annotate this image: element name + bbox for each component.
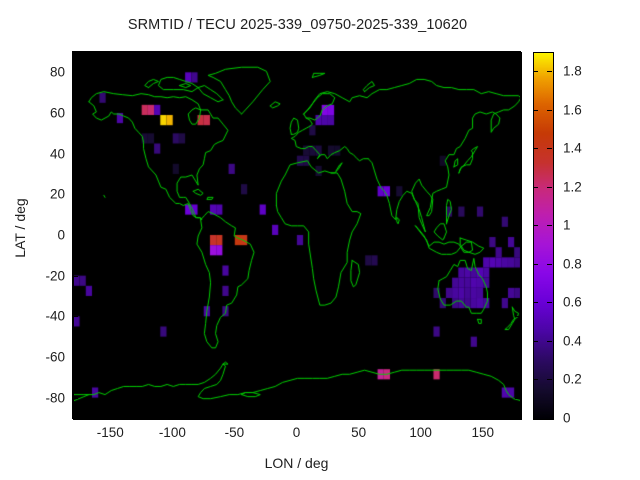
y-tick-mark bbox=[73, 153, 78, 155]
x-tick-mark bbox=[296, 52, 298, 57]
y-tick-mark bbox=[515, 275, 520, 277]
y-tick-label: -40 bbox=[45, 308, 65, 324]
y-tick-mark bbox=[73, 397, 78, 399]
x-tick-mark bbox=[234, 413, 236, 418]
x-tick-mark bbox=[482, 52, 484, 57]
colorbar-gradient bbox=[534, 53, 553, 419]
y-tick-mark bbox=[515, 316, 520, 318]
y-tick-mark bbox=[515, 72, 520, 74]
y-tick-label: 80 bbox=[49, 64, 65, 80]
colorbar-tick-label: 0.6 bbox=[563, 294, 582, 310]
x-tick-label: 50 bbox=[351, 425, 367, 440]
y-tick-mark bbox=[73, 235, 78, 236]
x-tick-mark bbox=[110, 413, 112, 418]
y-tick-mark bbox=[515, 113, 520, 114]
colorbar-tick-label: 1.6 bbox=[563, 102, 582, 118]
y-tick-label: 0 bbox=[57, 227, 65, 243]
colorbar-tick-mark bbox=[547, 148, 552, 150]
x-tick-label: 150 bbox=[471, 425, 495, 440]
colorbar-tick-label: 1.4 bbox=[563, 140, 582, 156]
x-tick-label: -150 bbox=[96, 425, 124, 440]
page-title: SRMTID / TECU 2025-339_09750-2025-339_10… bbox=[127, 17, 468, 33]
y-tick-label: -20 bbox=[45, 268, 65, 284]
y-tick-mark bbox=[515, 153, 520, 155]
colorbar-tick-mark bbox=[533, 71, 538, 73]
colorbar-tick-label: 0 bbox=[563, 410, 571, 426]
y-tick-mark bbox=[73, 72, 78, 74]
x-tick-mark bbox=[172, 52, 174, 57]
y-tick-mark bbox=[73, 357, 78, 358]
y-tick-label: 40 bbox=[49, 146, 65, 162]
colorbar-tick-mark bbox=[533, 302, 538, 304]
y-tick-mark bbox=[73, 316, 78, 318]
colorbar-tick-mark bbox=[547, 340, 552, 342]
colorbar-tick-mark bbox=[547, 263, 552, 265]
colorbar-tick-mark bbox=[533, 225, 538, 227]
y-tick-mark bbox=[515, 397, 520, 399]
x-tick-label: 0 bbox=[292, 425, 301, 440]
y-tick-mark bbox=[515, 235, 520, 236]
x-tick-mark bbox=[234, 52, 236, 57]
colorbar-tick-mark bbox=[533, 148, 538, 150]
colorbar-tick-label: 0.2 bbox=[563, 371, 582, 387]
colorbar-tick-label: 1.8 bbox=[563, 63, 582, 79]
colorbar-tick-mark bbox=[533, 340, 538, 342]
colorbar-tick-label: 1.2 bbox=[563, 179, 582, 195]
colorbar-tick-mark bbox=[533, 379, 538, 381]
x-tick-mark bbox=[420, 52, 422, 57]
x-tick-mark bbox=[358, 413, 360, 418]
colorbar-tick-mark bbox=[547, 109, 552, 111]
colorbar-tick-mark bbox=[547, 225, 552, 227]
y-tick-label: -80 bbox=[45, 390, 65, 406]
map-plot-area[interactable] bbox=[73, 52, 522, 420]
colorbar-tick-label: 0.4 bbox=[563, 333, 582, 349]
colorbar-tick-label: 0.8 bbox=[563, 256, 582, 272]
x-tick-label: -50 bbox=[224, 425, 245, 440]
y-tick-label: 20 bbox=[49, 186, 65, 202]
heatmap-canvas[interactable] bbox=[74, 53, 521, 419]
y-tick-mark bbox=[73, 113, 78, 114]
x-tick-mark bbox=[296, 413, 298, 418]
x-tick-label: 100 bbox=[409, 425, 432, 440]
y-tick-mark bbox=[73, 194, 78, 196]
colorbar-tick-mark bbox=[533, 109, 538, 111]
colorbar-tick-mark bbox=[547, 71, 552, 73]
x-tick-mark bbox=[172, 413, 174, 418]
y-tick-label: -60 bbox=[45, 349, 65, 365]
x-axis-label: LON / deg bbox=[264, 455, 329, 471]
y-tick-mark bbox=[73, 275, 78, 277]
x-tick-mark bbox=[482, 413, 484, 418]
colorbar[interactable] bbox=[533, 52, 554, 420]
colorbar-tick-mark bbox=[547, 186, 552, 188]
colorbar-tick-mark bbox=[547, 379, 552, 381]
x-tick-mark bbox=[420, 413, 422, 418]
colorbar-tick-label: 1 bbox=[563, 217, 571, 233]
x-tick-label: -100 bbox=[158, 425, 186, 440]
x-tick-mark bbox=[358, 52, 360, 57]
y-axis-label: LAT / deg bbox=[12, 198, 28, 258]
y-tick-mark bbox=[515, 357, 520, 358]
y-tick-mark bbox=[515, 194, 520, 196]
colorbar-tick-mark bbox=[547, 302, 552, 304]
x-tick-mark bbox=[110, 52, 112, 57]
colorbar-tick-mark bbox=[533, 186, 538, 188]
y-tick-label: 60 bbox=[49, 105, 65, 121]
colorbar-tick-mark bbox=[533, 263, 538, 265]
